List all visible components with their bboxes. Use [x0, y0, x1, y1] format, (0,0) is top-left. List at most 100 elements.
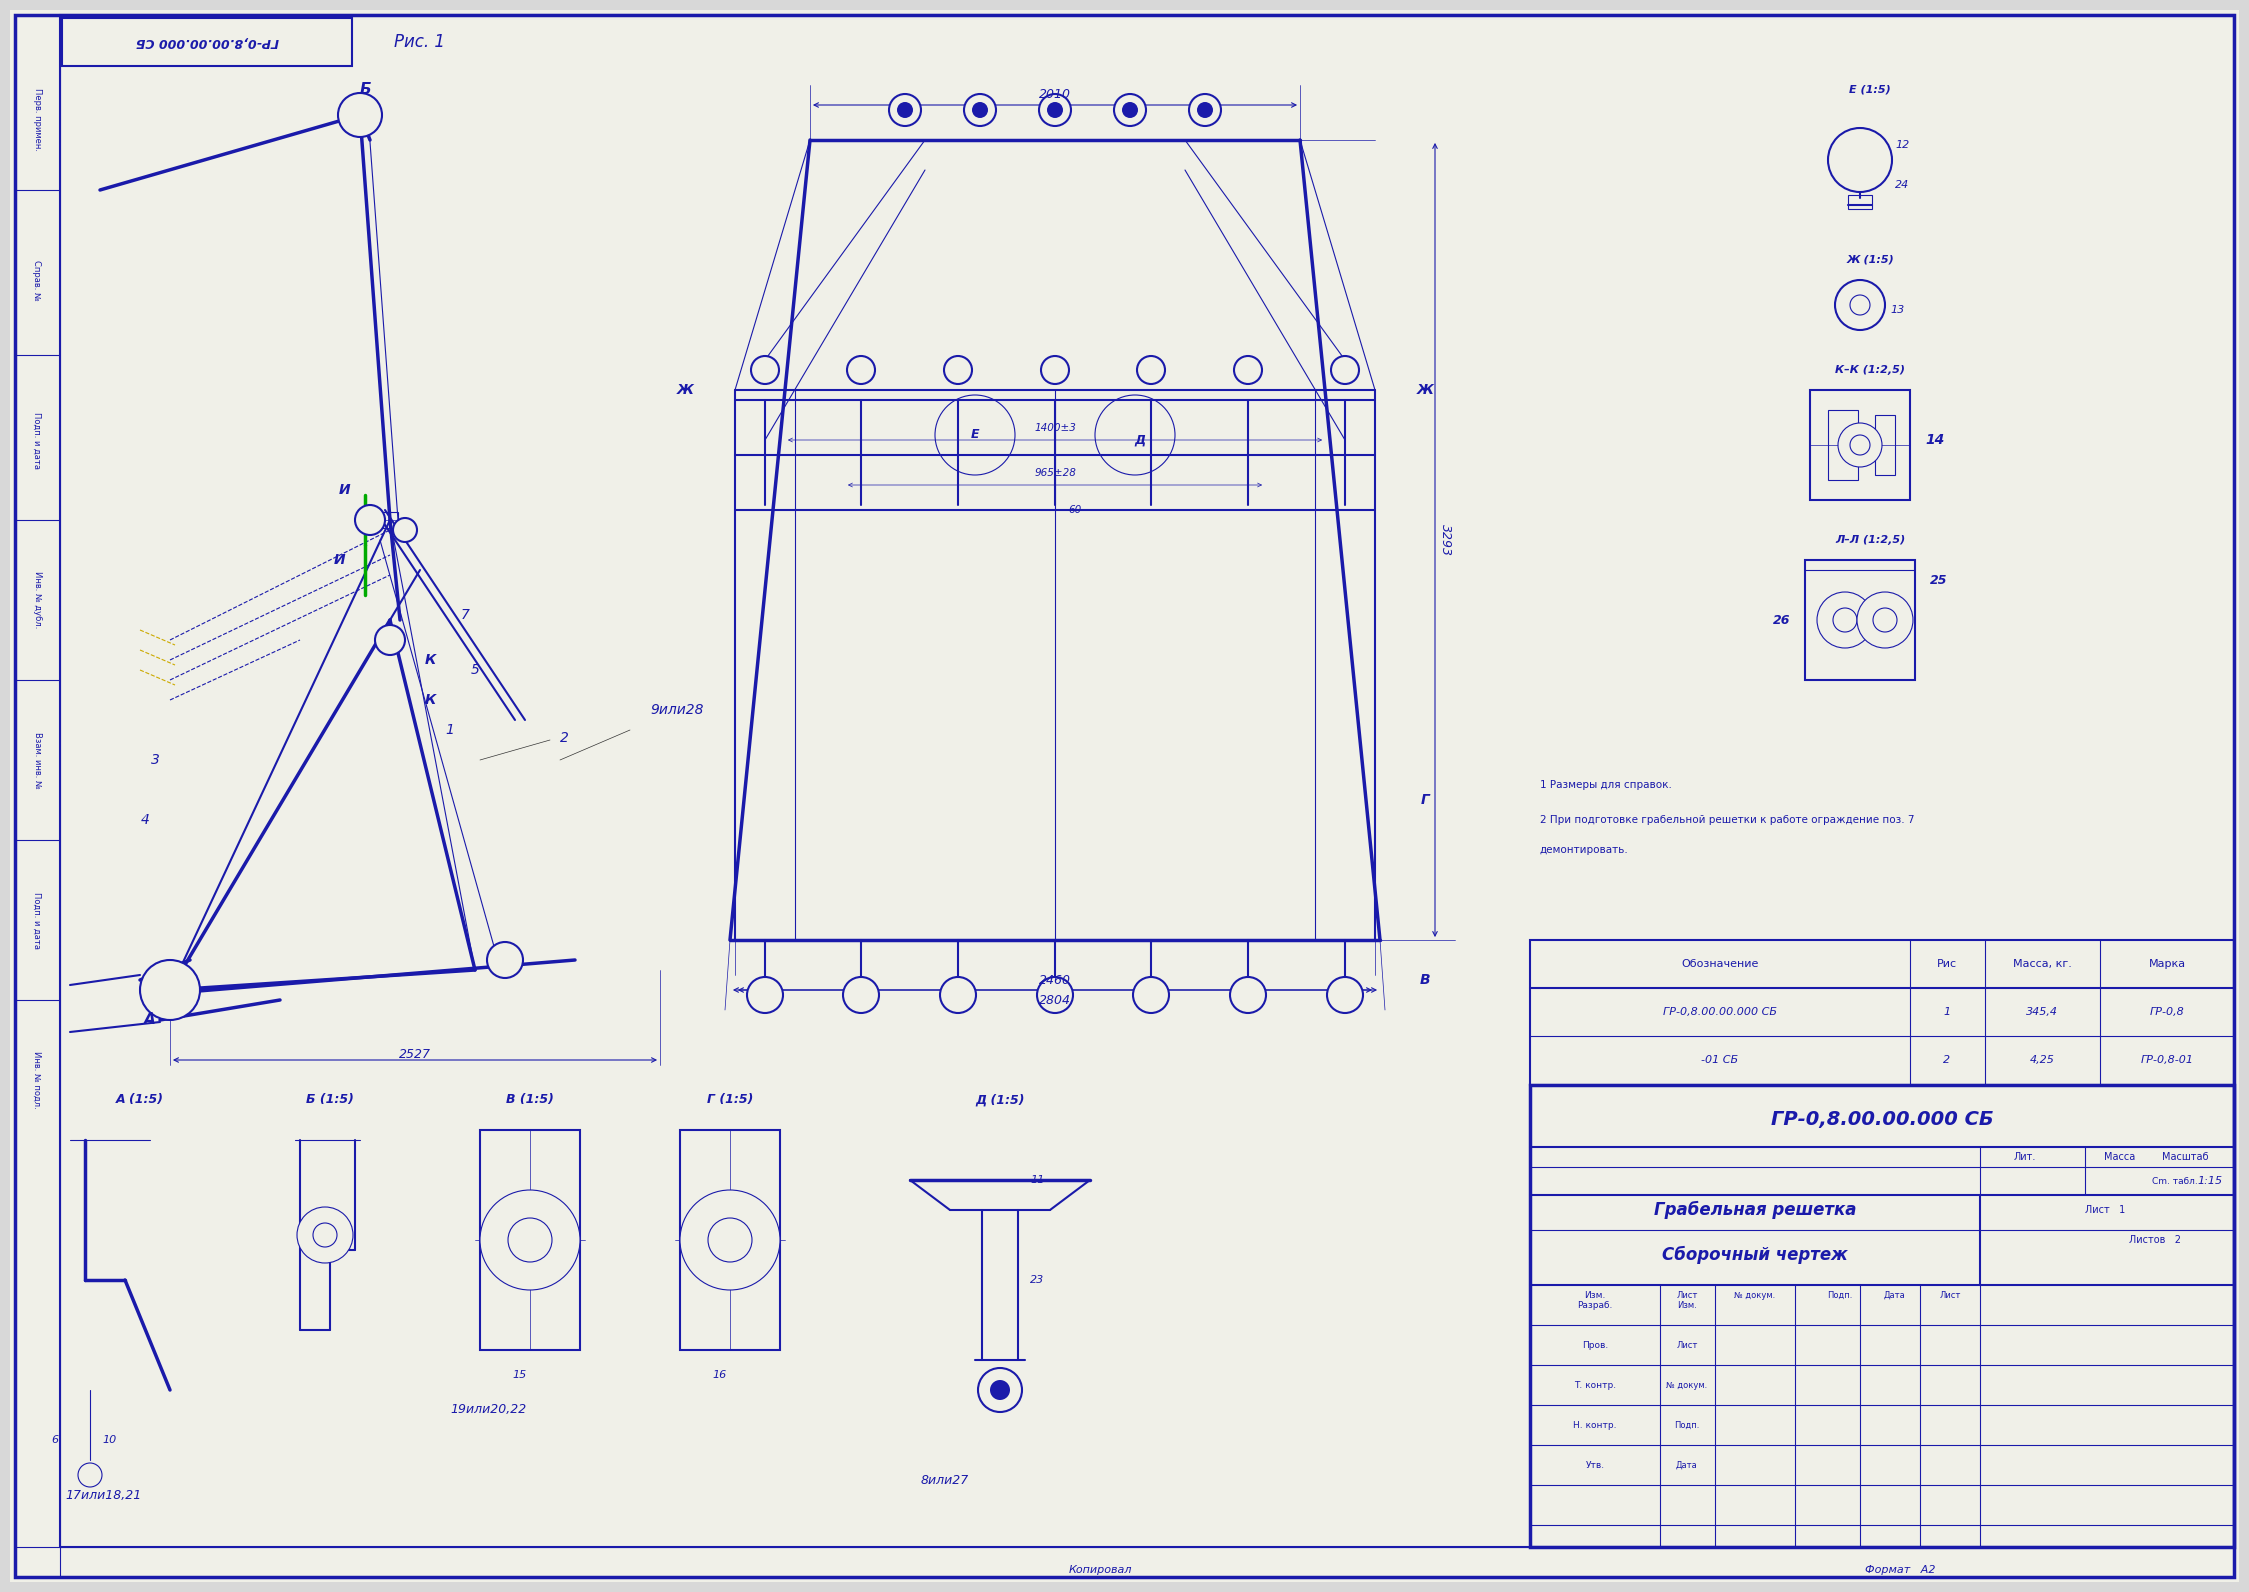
Text: 6: 6	[52, 1434, 58, 1446]
Text: И: И	[340, 482, 351, 497]
Text: 15: 15	[513, 1371, 526, 1380]
Circle shape	[1190, 94, 1221, 126]
Text: демонтировать.: демонтировать.	[1541, 845, 1628, 855]
Text: 26: 26	[1772, 613, 1790, 627]
Text: В: В	[1419, 973, 1430, 987]
Text: № докум.: № докум.	[1667, 1380, 1707, 1390]
Text: Е: Е	[972, 428, 978, 441]
Circle shape	[394, 517, 416, 541]
Circle shape	[355, 505, 385, 535]
Text: Рис. 1: Рис. 1	[394, 33, 445, 51]
Text: Подп. и дата: Подп. и дата	[31, 892, 40, 949]
Circle shape	[508, 1218, 551, 1262]
Circle shape	[376, 626, 405, 654]
Text: Подп.: Подп.	[1826, 1291, 1853, 1299]
Text: Обозначение: Обозначение	[1682, 958, 1759, 970]
Text: Копировал: Копировал	[1068, 1565, 1131, 1574]
Text: Подп.: Подп.	[1673, 1420, 1700, 1430]
Text: Лист: Лист	[1939, 1291, 1961, 1299]
Text: Дата: Дата	[1885, 1291, 1905, 1299]
Text: Справ. №: Справ. №	[31, 259, 40, 301]
Text: Г (1:5): Г (1:5)	[706, 1094, 753, 1106]
Text: Лист   1: Лист 1	[2085, 1205, 2125, 1215]
Text: 4: 4	[139, 814, 148, 826]
Circle shape	[1196, 102, 1212, 118]
Text: ГР-0,8-01: ГР-0,8-01	[2141, 1055, 2193, 1065]
Text: 1400±3: 1400±3	[1035, 423, 1075, 433]
Text: 2: 2	[1943, 1055, 1950, 1065]
Circle shape	[313, 1223, 337, 1247]
Text: Л–Л (1:2,5): Л–Л (1:2,5)	[1835, 535, 1905, 544]
Text: Разраб.: Разраб.	[1577, 1301, 1613, 1310]
Bar	[1806, 560, 1914, 680]
Bar	[1849, 194, 1871, 209]
Text: 8или27: 8или27	[920, 1474, 969, 1487]
Circle shape	[1039, 94, 1071, 126]
Circle shape	[1331, 357, 1358, 384]
Text: Ж: Ж	[1417, 384, 1433, 396]
Circle shape	[1041, 357, 1068, 384]
Circle shape	[1837, 423, 1882, 466]
Text: Д: Д	[1133, 433, 1145, 446]
Text: 25: 25	[1930, 573, 1948, 586]
Text: Сборочный чертеж: Сборочный чертеж	[1662, 1247, 1849, 1264]
Text: 14: 14	[1925, 433, 1943, 447]
Text: Ж: Ж	[677, 384, 693, 396]
Text: 7: 7	[461, 608, 470, 622]
Text: Д (1:5): Д (1:5)	[976, 1094, 1026, 1106]
Text: 1: 1	[445, 723, 454, 737]
Text: Изм.: Изм.	[1583, 1291, 1606, 1299]
Text: 3293: 3293	[1439, 524, 1451, 556]
Circle shape	[1122, 102, 1138, 118]
Text: К–К (1:2,5): К–К (1:2,5)	[1835, 365, 1905, 376]
Bar	[63, 18, 353, 65]
Text: Г: Г	[1421, 793, 1430, 807]
Text: Б: Б	[360, 83, 371, 97]
Text: 9или28: 9или28	[650, 704, 704, 716]
Text: 2010: 2010	[1039, 89, 1071, 102]
Bar	[16, 14, 61, 1578]
Text: 2527: 2527	[398, 1049, 432, 1062]
Bar	[1810, 390, 1909, 500]
Bar	[382, 513, 398, 529]
Text: Грабельная решетка: Грабельная решетка	[1653, 1200, 1855, 1219]
Text: ГР-0,8.00.00.000 СБ: ГР-0,8.00.00.000 СБ	[1770, 1111, 1993, 1129]
Text: 23: 23	[1030, 1275, 1044, 1285]
Text: 2 При подготовке грабельной решетки к работе ограждение поз. 7: 2 При подготовке грабельной решетки к ра…	[1541, 815, 1914, 825]
Text: Б (1:5): Б (1:5)	[306, 1094, 353, 1106]
Text: 2: 2	[560, 731, 569, 745]
Text: Лист: Лист	[1676, 1340, 1698, 1350]
Text: 4,25: 4,25	[2029, 1055, 2053, 1065]
Text: Ж (1:5): Ж (1:5)	[1846, 255, 1894, 264]
Text: А (1:5): А (1:5)	[117, 1094, 164, 1106]
Text: 3: 3	[151, 753, 160, 767]
Text: -01 СБ: -01 СБ	[1702, 1055, 1738, 1065]
Text: ГР-0,8: ГР-0,8	[2150, 1008, 2184, 1017]
Text: 2460: 2460	[1039, 973, 1071, 987]
Text: Масса: Масса	[2105, 1153, 2137, 1162]
Bar	[1828, 411, 1858, 481]
Text: Формат   A2: Формат A2	[1864, 1565, 1934, 1574]
Text: Масштаб: Масштаб	[2161, 1153, 2209, 1162]
Circle shape	[972, 102, 987, 118]
Text: А: А	[144, 1013, 155, 1027]
Text: 17или18,21: 17или18,21	[65, 1489, 142, 1501]
Circle shape	[978, 1368, 1021, 1412]
Text: 965±28: 965±28	[1035, 468, 1075, 478]
Text: Лит.: Лит.	[2013, 1153, 2035, 1162]
Circle shape	[945, 357, 972, 384]
Text: 2804: 2804	[1039, 993, 1071, 1006]
Text: Е (1:5): Е (1:5)	[1849, 84, 1891, 96]
Text: Дата: Дата	[1676, 1460, 1698, 1469]
Text: 60: 60	[1068, 505, 1082, 514]
Text: 1: 1	[1943, 1008, 1950, 1017]
Circle shape	[747, 977, 783, 1013]
Circle shape	[479, 1189, 580, 1290]
Circle shape	[1873, 608, 1896, 632]
Text: 11: 11	[1030, 1175, 1044, 1184]
Text: И: И	[335, 552, 346, 567]
Circle shape	[679, 1189, 780, 1290]
Circle shape	[965, 94, 996, 126]
Circle shape	[337, 92, 382, 137]
Bar	[1529, 1086, 2233, 1547]
